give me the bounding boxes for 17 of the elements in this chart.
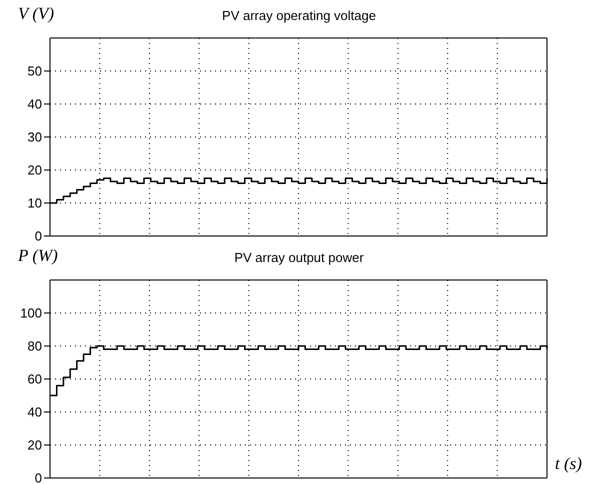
x-axis-title: t (s) (555, 454, 582, 474)
y-tick-label: 0 (34, 228, 42, 244)
y-tick-label: 20 (28, 162, 42, 178)
chart-title: PV array operating voltage (222, 8, 376, 23)
y-tick-label: 10 (28, 196, 42, 211)
y-tick-label: 30 (28, 130, 42, 145)
y-axis-title: V (V) (18, 4, 54, 24)
y-tick-label: 50 (28, 64, 42, 79)
y-tick-label: 0 (34, 470, 42, 484)
y-tick-label: 100 (20, 306, 42, 321)
y-tick-label: 40 (28, 96, 42, 112)
y-tick-label: 20 (28, 438, 42, 453)
y-tick-label: 60 (28, 372, 42, 387)
chart-title: PV array output power (234, 250, 364, 265)
y-axis-title: P (W) (18, 246, 58, 266)
y-tick-label: 40 (28, 404, 42, 420)
y-tick-label: 80 (28, 338, 42, 354)
